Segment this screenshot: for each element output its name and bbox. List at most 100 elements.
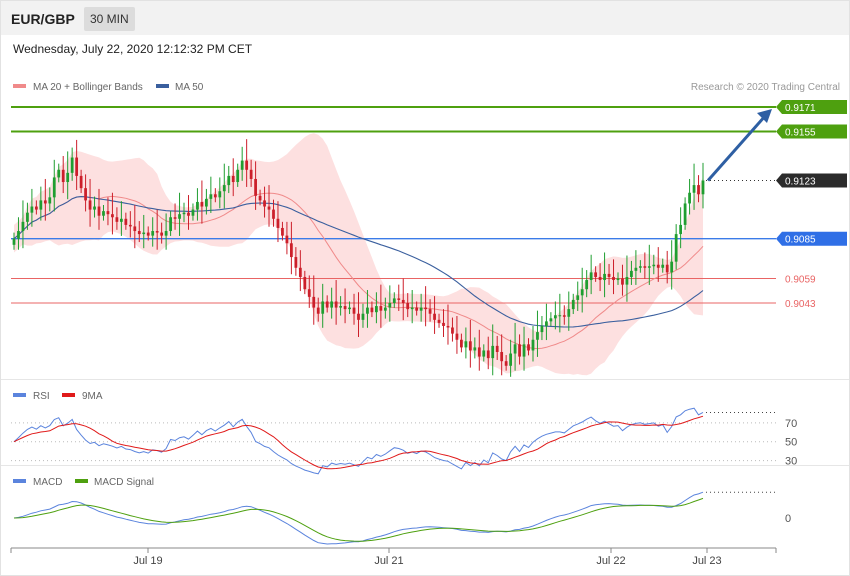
candle-body-8	[48, 197, 52, 204]
candle-body-77	[357, 313, 360, 320]
candle-body-126	[576, 295, 580, 300]
candle-body-36	[173, 217, 177, 219]
candle-body-151	[688, 192, 691, 204]
time-axis-label-3: Jul 23	[692, 555, 721, 567]
macd-zero-label: 0	[785, 513, 791, 525]
candle-body-138	[630, 270, 633, 277]
candle-body-149	[679, 224, 683, 235]
macd-line	[13, 491, 704, 545]
candle-body-118	[540, 325, 544, 333]
candle-body-17	[88, 200, 92, 210]
ma50-legend-label: MA 50	[175, 82, 204, 93]
candle-body-48	[227, 175, 231, 186]
chart-header: EUR/GBP 30 MIN	[1, 1, 849, 35]
candle-body-145	[661, 264, 665, 268]
candle-body-29	[142, 232, 146, 235]
candle-body-135	[616, 278, 620, 281]
candle-body-75	[348, 307, 351, 310]
candle-body-122	[558, 315, 562, 317]
candle-body-147	[670, 261, 674, 273]
macd-lines	[13, 491, 776, 545]
candle-body-136	[621, 278, 624, 285]
candle-body-152	[692, 185, 696, 193]
moving-averages	[13, 192, 704, 350]
candle-body-56	[263, 200, 266, 207]
candle-body-88	[406, 303, 410, 310]
candle-body-72	[334, 301, 338, 308]
macd-legend-swatch	[13, 479, 26, 483]
candle-body-49	[231, 175, 235, 183]
candle-body-84	[388, 303, 392, 308]
timeframe-badge[interactable]: 30 MIN	[84, 7, 135, 31]
candle-body-28	[137, 231, 141, 235]
candle-body-1	[17, 231, 20, 239]
level-tag-2: 0.9123	[785, 177, 816, 188]
candle-body-45	[213, 194, 217, 198]
rsi-lines	[13, 407, 776, 475]
time-axis-label-1: Jul 21	[374, 555, 403, 567]
level-tag-3-bg	[776, 231, 847, 246]
rsi-line	[13, 407, 704, 475]
macd-legend-label: MACD	[33, 477, 62, 488]
candle-body-53	[249, 169, 253, 179]
arrow-head	[757, 109, 772, 123]
candle-body-65	[303, 276, 307, 290]
candle-body-105	[482, 350, 486, 357]
level-tag-5: 0.9043	[785, 299, 816, 310]
candle-body-110	[504, 361, 508, 366]
rsi-legend-swatch	[13, 393, 26, 397]
candle-body-51	[240, 160, 244, 170]
candle-body-55	[258, 195, 262, 201]
candle-body-141	[643, 266, 647, 268]
panel-divider-rsi	[1, 379, 849, 380]
projection-arrow	[706, 109, 772, 182]
candle-body-127	[580, 289, 584, 296]
candle-body-2	[21, 221, 25, 232]
candle-body-142	[647, 266, 651, 268]
candle-body-7	[43, 200, 47, 204]
candle-body-103	[473, 347, 477, 351]
candle-body-61	[285, 235, 289, 244]
bollinger-band	[14, 133, 703, 376]
candle-body-123	[562, 315, 566, 317]
candle-body-68	[316, 307, 320, 314]
candle-body-47	[222, 185, 226, 192]
candle-body-43	[204, 198, 208, 207]
candle-body-46	[218, 191, 222, 198]
candle-body-39	[187, 212, 190, 216]
level-tag-0-bg	[776, 100, 847, 114]
rsi-ref-label-2: 30	[785, 456, 797, 468]
candle-body-148	[674, 234, 678, 262]
rsi-legend-label: RSI	[33, 391, 50, 402]
price-level-tags: 0.9171 0.9155 0.9123 0.9085 0.9059 0.9043	[776, 100, 847, 310]
candle-body-96	[442, 322, 445, 326]
candle-body-32	[155, 231, 159, 233]
candle-body-89	[410, 307, 414, 310]
level-tag-4: 0.9059	[785, 275, 816, 286]
candle-body-116	[531, 339, 535, 351]
candle-body-16	[84, 188, 87, 201]
candle-body-30	[146, 232, 150, 236]
macd-signal-legend-label: MACD Signal	[94, 477, 154, 488]
candle-body-143	[652, 264, 656, 267]
candles	[12, 139, 705, 377]
candle-body-38	[182, 212, 186, 215]
candle-body-137	[625, 276, 629, 285]
candle-body-34	[164, 231, 168, 236]
candle-body-115	[527, 344, 530, 351]
candle-body-3	[26, 212, 29, 222]
candle-body-131	[598, 276, 602, 281]
candle-body-80	[370, 307, 374, 313]
bollinger-band-area	[14, 133, 703, 376]
candle-body-144	[656, 264, 660, 268]
candle-body-82	[379, 306, 383, 311]
level-tag-1: 0.9155	[785, 128, 816, 139]
rsi-reference-lines: 70 50 30	[11, 418, 797, 468]
rsi-ref-label-0: 70	[785, 418, 797, 430]
time-axis-label-2: Jul 22	[596, 555, 625, 567]
candle-body-5	[34, 206, 38, 210]
candle-body-6	[39, 200, 43, 210]
candle-body-98	[451, 327, 454, 334]
candle-body-120	[549, 318, 553, 322]
